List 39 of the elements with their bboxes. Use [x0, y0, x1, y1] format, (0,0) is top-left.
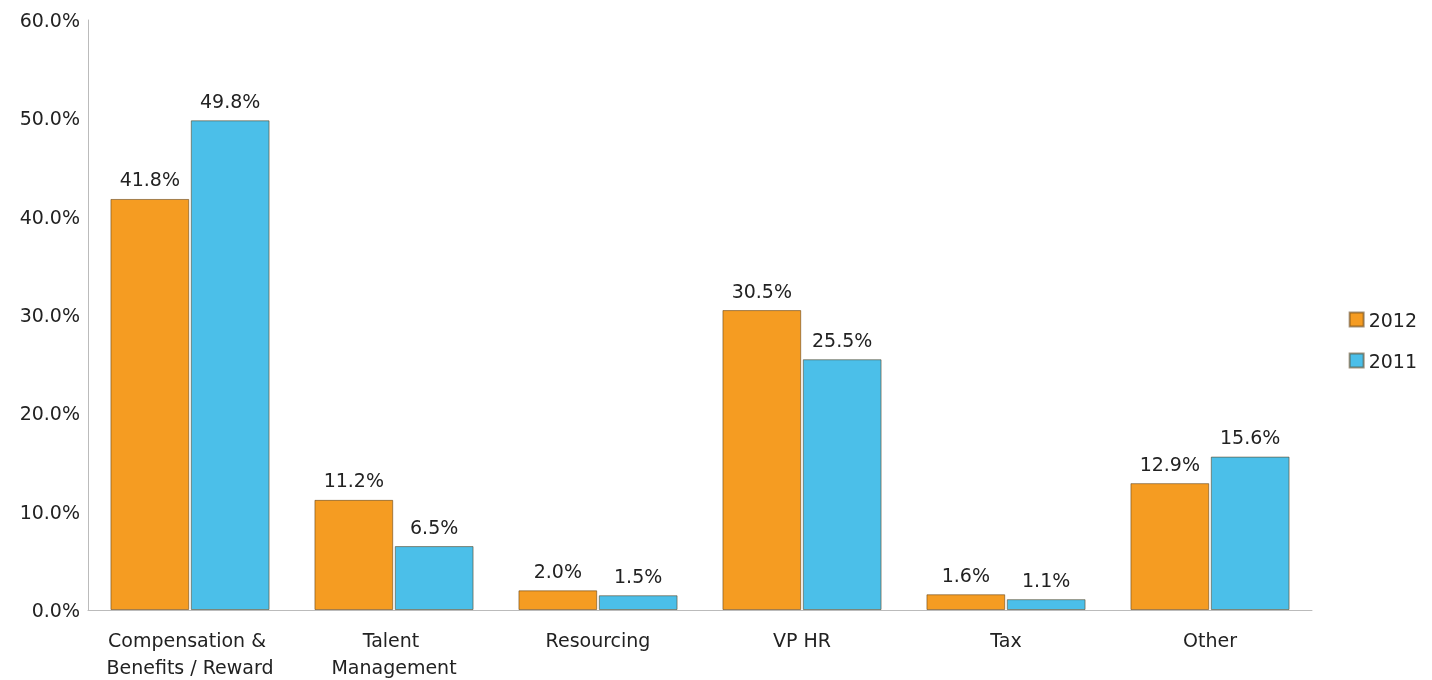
x-tick-label: Tax — [989, 628, 1022, 651]
bar — [190, 120, 270, 610]
data-label: 15.6% — [1219, 426, 1281, 449]
bar — [314, 499, 394, 610]
bar — [1130, 483, 1210, 610]
bar — [1210, 456, 1290, 610]
x-tick-label: Resourcing — [545, 628, 651, 651]
legend-label: 2012 — [1368, 308, 1418, 331]
y-tick-label: 10.0% — [19, 500, 80, 523]
data-label: 1.6% — [941, 563, 990, 586]
y-tick-label: 0.0% — [31, 599, 80, 621]
bar — [598, 595, 678, 610]
data-label: 6.5% — [410, 515, 459, 538]
x-tick-label: Compensation & Benefits / Reward — [106, 628, 274, 678]
bar — [802, 359, 882, 610]
data-label: 49.8% — [199, 89, 261, 112]
bar — [394, 546, 474, 610]
x-tick-label: VP HR — [773, 628, 831, 651]
y-tick-label: 40.0% — [19, 205, 80, 228]
data-label: 25.5% — [811, 328, 873, 351]
y-tick-label: 20.0% — [19, 402, 80, 425]
bar — [110, 198, 190, 610]
y-tick-label: 60.0% — [19, 9, 80, 31]
y-tick-label: 30.0% — [19, 304, 80, 326]
x-tick-label: Talent Management — [331, 628, 457, 678]
legend-label: 2011 — [1368, 349, 1418, 372]
bar — [926, 594, 1006, 610]
bar — [1006, 599, 1086, 610]
data-label: 41.8% — [119, 168, 181, 191]
bar — [722, 310, 802, 610]
data-label: 30.5% — [731, 279, 793, 302]
x-tick-label: Other — [1183, 628, 1238, 651]
y-tick-label: 50.0% — [19, 107, 80, 130]
bar — [518, 590, 598, 610]
data-label: 2.0% — [533, 559, 582, 582]
data-label: 11.2% — [323, 469, 385, 492]
data-label: 1.1% — [1022, 568, 1071, 591]
data-label: 12.9% — [1139, 452, 1201, 475]
data-label: 1.5% — [614, 564, 663, 587]
